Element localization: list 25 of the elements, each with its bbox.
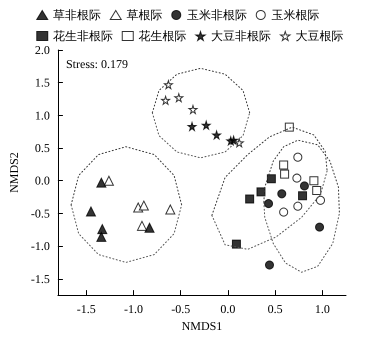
x-tick-label: -1.5	[76, 302, 96, 316]
y-tick-label: -1.5	[30, 272, 50, 286]
legend-label: 花生非根际	[52, 29, 113, 43]
y-tick-label: 0.0	[34, 174, 50, 188]
x-axis-title: NMDS1	[182, 319, 222, 333]
legend-label: 草非根际	[52, 8, 101, 22]
x-tick-label: 0.5	[268, 302, 283, 316]
x-tick-label: -0.5	[171, 302, 190, 316]
legend-label: 草根际	[126, 8, 162, 22]
y-tick-label: -0.5	[30, 206, 50, 220]
y-tick-label: 1.0	[34, 108, 50, 122]
legend-label: 玉米非根际	[186, 8, 247, 22]
y-tick-label: 2.0	[34, 43, 50, 57]
legend-label: 玉米根际	[271, 8, 320, 22]
y-tick-label: -1.0	[30, 239, 50, 254]
legend-label: 大豆根际	[296, 29, 344, 43]
annotation: Stress: 0.179	[66, 57, 128, 71]
legend-label: 花生根际	[138, 29, 186, 43]
x-tick-label: 0.0	[220, 302, 236, 316]
y-tick-label: 0.5	[34, 141, 50, 156]
x-tick-label: 1.0	[314, 302, 330, 316]
y-tick-label: 1.5	[34, 76, 50, 90]
legend-label: 大豆非根际	[211, 29, 271, 43]
x-tick-label: -1.0	[124, 302, 143, 316]
y-axis-title: NMDS2	[7, 152, 21, 193]
